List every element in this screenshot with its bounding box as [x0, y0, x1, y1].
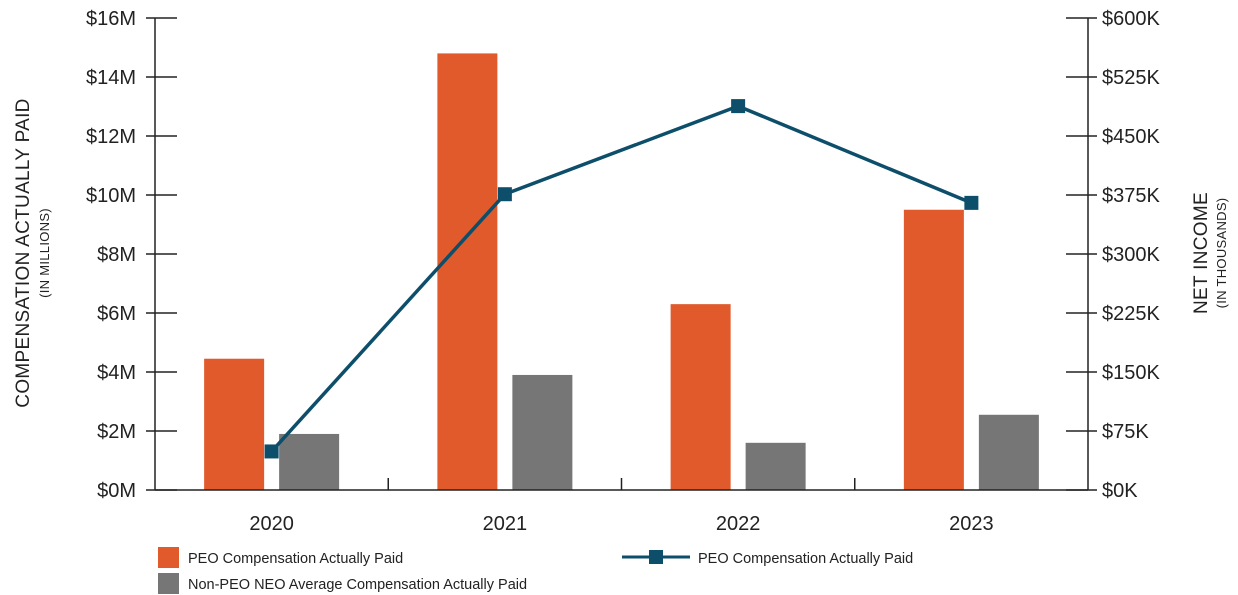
left-axis-subtitle: (IN MILLIONS) [37, 208, 52, 298]
line-series-group [264, 99, 979, 459]
bar-non-peo-2021 [512, 374, 573, 490]
left-tick-label: $2M [97, 421, 136, 443]
x-tick-label-2021: 2021 [483, 513, 528, 535]
left-tick-label: $10M [86, 185, 136, 207]
right-tick-label: $225K [1102, 303, 1160, 325]
bar-peo-2020 [204, 358, 265, 490]
legend-swatch-peo-bar [158, 547, 179, 568]
left-tick-label: $8M [97, 244, 136, 266]
bar-non-peo-2020 [279, 433, 340, 490]
x-tick-label-2020: 2020 [249, 513, 294, 535]
right-tick-label: $300K [1102, 244, 1160, 266]
right-axis-title: NET INCOME [1191, 192, 1212, 314]
right-tick-label: $525K [1102, 67, 1160, 89]
legend-swatch-non-peo-bar [158, 573, 179, 594]
bar-non-peo-2022 [745, 442, 806, 490]
right-tick-label: $450K [1102, 126, 1160, 148]
left-tick-label: $16M [86, 8, 136, 30]
right-axis-subtitle: (IN THOUSANDS) [1214, 198, 1229, 309]
net-income-point-2021 [497, 187, 512, 202]
net-income-line [270, 104, 973, 453]
bar-non-peo-2023 [978, 414, 1039, 490]
left-axis-title: COMPENSATION ACTUALLY PAID [13, 98, 34, 407]
net-income-point-2022 [731, 99, 746, 114]
legend-label-peo-bar: PEO Compensation Actually Paid [188, 551, 403, 567]
legend-label-net-income: PEO Compensation Actually Paid [698, 551, 913, 567]
net-income-point-2023 [964, 195, 979, 210]
bars-group [204, 53, 1039, 491]
bar-peo-2023 [903, 209, 964, 490]
legend: PEO Compensation Actually Paid Non-PEO N… [158, 547, 913, 594]
legend-label-non-peo-bar: Non-PEO NEO Average Compensation Actuall… [188, 577, 527, 593]
left-tick-label: $0M [97, 480, 136, 502]
left-tick-label: $14M [86, 67, 136, 89]
net-income-point-2020 [264, 444, 279, 459]
x-tick-label-2023: 2023 [949, 513, 994, 535]
left-tick-label: $6M [97, 303, 136, 325]
right-tick-label: $0K [1102, 480, 1138, 502]
left-tick-label: $12M [86, 126, 136, 148]
axes-group: $0M $2M $4M $6M $8M $10M $12M $14M $16M $0K $75K $1… [86, 8, 1161, 535]
right-tick-label: $600K [1102, 8, 1160, 30]
legend-marker-net-income [649, 550, 663, 564]
x-tick-label-2022: 2022 [716, 513, 761, 535]
bar-peo-2021 [437, 53, 498, 491]
left-tick-label: $4M [97, 362, 136, 384]
right-tick-label: $75K [1102, 421, 1149, 443]
bar-peo-2022 [670, 304, 731, 490]
right-tick-label: $150K [1102, 362, 1160, 384]
right-tick-label: $375K [1102, 185, 1160, 207]
